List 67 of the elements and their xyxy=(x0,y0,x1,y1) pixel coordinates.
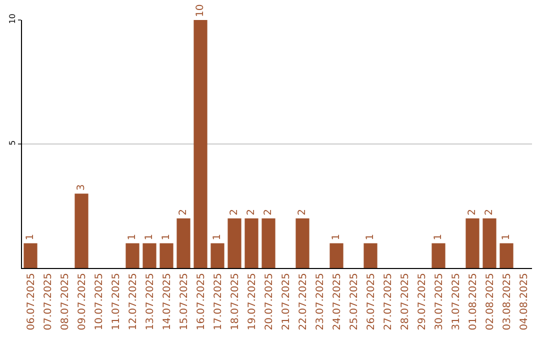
bar xyxy=(160,243,174,268)
bar xyxy=(24,243,38,268)
x-tick-label: 06.07.2025 xyxy=(26,273,37,330)
x-tick-label: 02.08.2025 xyxy=(484,273,496,330)
x-tick-label: 10.07.2025 xyxy=(94,273,105,330)
data-label: 1 xyxy=(212,234,223,240)
data-label: 1 xyxy=(127,234,138,240)
x-tick-label: 27.07.2025 xyxy=(382,273,394,330)
bar xyxy=(74,194,88,268)
x-tick-label: 14.07.2025 xyxy=(162,273,173,330)
bar xyxy=(142,243,156,268)
x-tick-label: 01.08.2025 xyxy=(468,273,479,330)
x-tick-label: 30.07.2025 xyxy=(434,273,445,330)
x-tick-label: 21.07.2025 xyxy=(280,273,292,330)
x-tick-label: 22.07.2025 xyxy=(298,273,309,330)
data-label: 3 xyxy=(76,184,87,191)
bar xyxy=(228,218,242,268)
data-label: 2 xyxy=(229,209,240,216)
bar xyxy=(500,243,514,268)
data-label: 1 xyxy=(365,234,376,240)
bar xyxy=(262,218,276,268)
x-tick-label: 13.07.2025 xyxy=(144,273,156,330)
bar xyxy=(176,218,190,268)
x-tick-label: 25.07.2025 xyxy=(348,273,360,330)
bar xyxy=(126,243,140,268)
bar xyxy=(364,243,378,268)
data-label: 2 xyxy=(246,209,257,216)
x-tick-label: 08.07.2025 xyxy=(60,273,71,330)
bar xyxy=(244,218,258,268)
data-label: 2 xyxy=(263,209,274,216)
x-tick-label: 18.07.2025 xyxy=(230,273,241,330)
bar xyxy=(296,218,310,268)
x-tick-label: 11.07.2025 xyxy=(110,273,122,330)
bar xyxy=(482,218,496,268)
data-label: 2 xyxy=(484,209,495,216)
x-tick-label: 16.07.2025 xyxy=(196,273,207,330)
x-tick-label: 26.07.2025 xyxy=(366,273,377,330)
x-tick-label: 20.07.2025 xyxy=(264,273,275,330)
x-tick-label: 29.07.2025 xyxy=(416,273,428,330)
x-tick-label: 03.08.2025 xyxy=(502,273,513,330)
x-tick-label: 31.07.2025 xyxy=(450,273,462,330)
data-label: 10 xyxy=(195,4,206,17)
data-label: 1 xyxy=(433,234,444,240)
data-label: 1 xyxy=(25,234,36,240)
bar xyxy=(194,20,208,268)
x-tick-label: 17.07.2025 xyxy=(212,273,224,330)
data-label: 1 xyxy=(501,234,512,240)
bar xyxy=(432,243,446,268)
data-label: 1 xyxy=(161,234,172,240)
x-tick-label: 04.08.2025 xyxy=(518,273,530,330)
data-label: 2 xyxy=(467,209,478,216)
x-tick-label: 09.07.2025 xyxy=(76,273,88,330)
bar xyxy=(330,243,344,268)
x-tick-label: 15.07.2025 xyxy=(178,273,190,330)
x-tick-label: 19.07.2025 xyxy=(246,273,258,330)
y-tick-label: 5 xyxy=(8,140,17,146)
x-tick-label: 23.07.2025 xyxy=(314,273,326,330)
x-tick-label: 24.07.2025 xyxy=(332,273,343,330)
data-label: 1 xyxy=(144,234,155,240)
data-label: 1 xyxy=(331,234,342,240)
data-label: 2 xyxy=(297,209,308,216)
x-tick-label: 28.07.2025 xyxy=(400,273,411,330)
x-tick-label: 12.07.2025 xyxy=(128,273,139,330)
data-label: 2 xyxy=(178,209,189,216)
bar xyxy=(210,243,224,268)
bar xyxy=(466,218,480,268)
x-tick-label: 07.07.2025 xyxy=(42,273,54,330)
